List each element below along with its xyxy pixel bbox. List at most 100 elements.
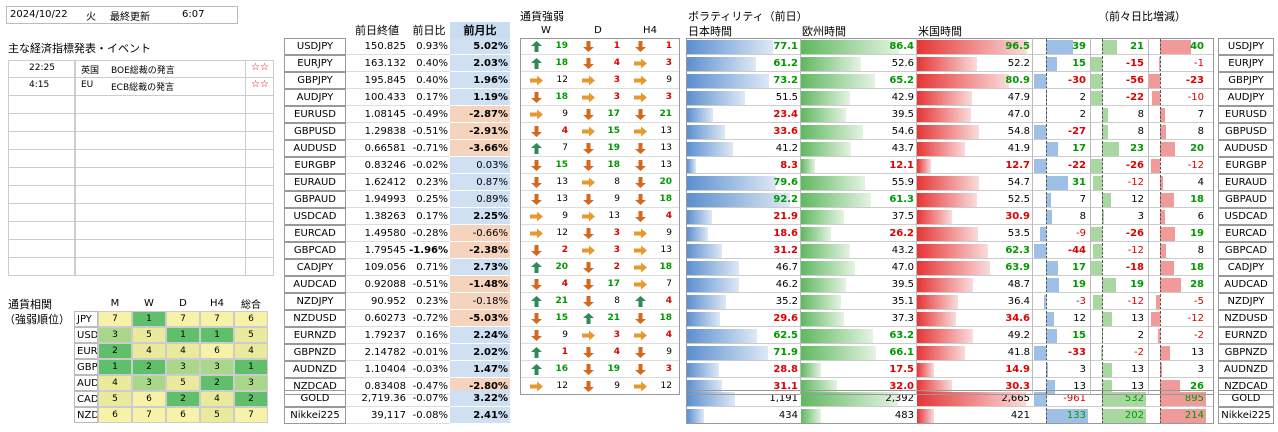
rank-table: M W D H4 総合 JPY 7 1 7 7 6 USD 3 5 1 1 5 EUR 2 4 4 6 4 GBP 1 2 3 3 1 A… <box>74 295 276 425</box>
strength-value: 8 <box>614 296 620 306</box>
up-arrow-icon <box>530 262 543 273</box>
volatility-bar <box>801 227 831 241</box>
volatility-bar <box>801 159 815 173</box>
right-arrow-icon <box>634 381 647 392</box>
event-row-divider <box>75 61 76 77</box>
right-arrow-icon <box>634 330 647 341</box>
rank-value: 4 <box>98 375 132 391</box>
volatility-value: 49.2 <box>1007 330 1030 341</box>
change-bar <box>1160 142 1175 156</box>
volatility-value: 62.5 <box>773 330 798 341</box>
strength-value: 3 <box>613 75 620 85</box>
down-arrow-icon <box>582 279 595 290</box>
change-value: 19 <box>1130 279 1144 290</box>
price-day-change: -0.71% <box>408 140 450 157</box>
change-bar <box>1034 159 1046 173</box>
change-value: 21 <box>1130 41 1144 52</box>
change-value: 13 <box>1131 364 1144 375</box>
volatility-row-line <box>686 88 1214 89</box>
volatility-row-line <box>686 343 1214 344</box>
volatility-row-line <box>686 122 1214 123</box>
right-pair-label: NZDCAD <box>1218 378 1274 395</box>
rank-col-header: 総合 <box>241 299 261 311</box>
volatility-value: 35.1 <box>891 296 914 307</box>
volatility-extra-border <box>686 390 1214 424</box>
change-zero-line <box>1102 345 1103 361</box>
strength-value: 9 <box>614 381 620 391</box>
rank-value: 5 <box>98 391 132 407</box>
change-value: 26 <box>1190 381 1204 392</box>
change-value: -15 <box>1125 58 1144 69</box>
strength-value: 21 <box>555 296 568 306</box>
change-bar <box>1046 176 1068 190</box>
down-arrow-icon <box>530 126 543 137</box>
strength-header: H4 <box>643 24 657 36</box>
down-arrow-icon <box>530 160 543 171</box>
change-zero-line <box>1160 175 1161 191</box>
price-month-change: 2.73% <box>450 259 510 276</box>
change-value: 19 <box>1190 228 1204 239</box>
right-pair-label: EURJPY <box>1218 55 1274 72</box>
volatility-row-line <box>686 207 1214 208</box>
volatility-bar <box>687 329 757 343</box>
strength-value: 3 <box>613 245 620 255</box>
change-zero-line <box>1102 192 1103 208</box>
change-value: -18 <box>1125 262 1144 273</box>
change-bar <box>1101 346 1102 360</box>
change-value: 2 <box>1079 109 1086 120</box>
change-value: -1 <box>1194 58 1204 69</box>
price-month-change: 3.22% <box>450 390 510 407</box>
strength-row-line <box>520 258 680 259</box>
change-bar <box>1090 91 1102 105</box>
right-arrow-icon <box>634 228 647 239</box>
down-arrow-icon <box>582 296 595 307</box>
price-header: 前月比 <box>450 22 510 38</box>
price-month-change: -3.66% <box>450 140 510 157</box>
volatility-bar <box>687 409 704 423</box>
volatility-value: 71.9 <box>773 347 798 358</box>
right-arrow-icon <box>530 211 543 222</box>
strength-value: 13 <box>660 143 672 153</box>
volatility-bar <box>687 142 733 156</box>
change-value: 7 <box>1197 109 1204 120</box>
change-bar <box>1160 125 1166 139</box>
volatility-value: 48.7 <box>1007 279 1030 290</box>
volatility-bar <box>687 108 713 122</box>
volatility-value: 31.2 <box>773 245 798 256</box>
price-pair: GBPJPY <box>284 72 346 89</box>
price-day-change: 0.17% <box>408 208 450 225</box>
event-time: 22:25 <box>29 63 55 73</box>
change-value: 8 <box>1197 126 1204 137</box>
right-pair-label: EURCAD <box>1218 225 1274 242</box>
change-bar <box>1102 142 1119 156</box>
rank-value: 3 <box>98 327 132 343</box>
change-zero-line <box>1160 294 1161 310</box>
volatility-bar <box>917 193 977 207</box>
right-pair-label: GBPUSD <box>1218 123 1274 140</box>
volatility-bar <box>801 193 871 207</box>
change-bar <box>1151 312 1160 326</box>
volatility-bar <box>801 125 863 139</box>
change-zero-line <box>1102 277 1103 293</box>
change-zero-line <box>1160 328 1161 344</box>
volatility-value: 80.9 <box>1005 75 1030 86</box>
volatility-bar <box>687 346 768 360</box>
volatility-value: 8.3 <box>780 160 798 171</box>
change-bar <box>1093 295 1102 309</box>
change-bar <box>1160 193 1174 207</box>
change-value: 15 <box>1072 58 1086 69</box>
change-zero-line <box>1160 345 1161 361</box>
volatility-bar <box>801 142 851 156</box>
change-bar <box>1093 244 1102 258</box>
change-zero-line <box>1160 277 1161 293</box>
volatility-value: 41.8 <box>1007 347 1030 358</box>
volatility-bar <box>687 244 722 258</box>
strength-value: 13 <box>660 160 672 170</box>
strength-value: 15 <box>555 313 568 323</box>
down-arrow-icon <box>582 41 595 52</box>
price-pair: USDCAD <box>284 208 346 225</box>
strength-value: 21 <box>659 109 672 119</box>
event-row-divider <box>75 258 76 275</box>
volatility-bar <box>917 295 958 309</box>
change-value: 532 <box>1124 393 1144 404</box>
